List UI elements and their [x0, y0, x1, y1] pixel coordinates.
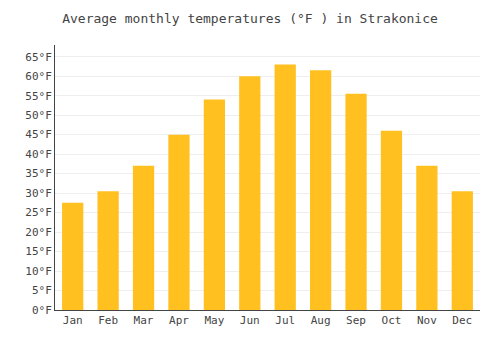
svg-text:Jun: Jun	[240, 314, 260, 327]
svg-text:Mar: Mar	[134, 314, 154, 327]
svg-text:Nov: Nov	[417, 314, 437, 327]
svg-text:Jul: Jul	[275, 314, 295, 327]
svg-text:0°F: 0°F	[32, 304, 52, 317]
svg-text:Average monthly temperatures (: Average monthly temperatures (°F ) in St…	[62, 11, 438, 26]
svg-text:Apr: Apr	[169, 314, 189, 327]
svg-text:Jan: Jan	[63, 314, 83, 327]
svg-text:Feb: Feb	[98, 314, 118, 327]
svg-text:40°F: 40°F	[25, 148, 52, 161]
svg-text:Oct: Oct	[382, 314, 402, 327]
svg-text:5°F: 5°F	[32, 284, 52, 297]
svg-text:60°F: 60°F	[25, 70, 52, 83]
svg-text:25°F: 25°F	[25, 206, 52, 219]
svg-text:55°F: 55°F	[25, 90, 52, 103]
svg-text:45°F: 45°F	[25, 128, 52, 141]
svg-text:50°F: 50°F	[25, 109, 52, 122]
svg-text:Aug: Aug	[311, 314, 331, 327]
svg-text:65°F: 65°F	[25, 51, 52, 64]
svg-text:30°F: 30°F	[25, 187, 52, 200]
svg-text:15°F: 15°F	[25, 245, 52, 258]
svg-text:May: May	[204, 314, 224, 327]
svg-text:10°F: 10°F	[25, 265, 52, 278]
svg-text:20°F: 20°F	[25, 226, 52, 239]
svg-text:35°F: 35°F	[25, 167, 52, 180]
svg-text:Sep: Sep	[346, 314, 366, 327]
svg-text:Dec: Dec	[452, 314, 472, 327]
